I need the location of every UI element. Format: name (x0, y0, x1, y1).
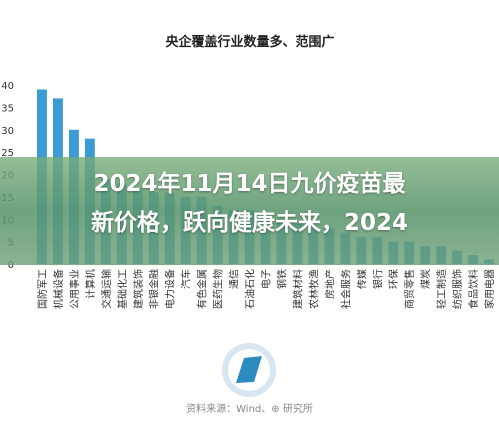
x-tick-label: 机械设备 (52, 269, 65, 309)
wind-logo (222, 343, 276, 397)
x-tick-label: 商贸零售 (403, 269, 416, 309)
x-tick-label: 非银金融 (148, 269, 161, 309)
source-note: 资料来源：Wind、⊕ 研究所 (186, 404, 313, 415)
x-tick-label: 医药生物 (212, 269, 225, 309)
y-tick-label: 40 (1, 81, 14, 92)
x-tick-label: 公用事业 (68, 269, 81, 309)
x-tick-label: 钢铁 (276, 269, 289, 289)
x-tick-label: 食品饮料 (467, 269, 480, 309)
x-tick-label: 电子 (260, 269, 273, 289)
x-tick-label: 房地产 (323, 269, 336, 299)
overlay-line-1: 2024年11月14日九价疫苗最 (93, 171, 406, 197)
x-tick-label: 银行 (371, 269, 384, 289)
overlay-headline: 2024年11月14日九价疫苗最 新价格，跃向健康未来，2024 (0, 165, 499, 243)
x-tick-label: 石油石化 (244, 269, 257, 309)
x-tick-label: 汽车 (180, 269, 193, 289)
x-tick-label: 纺织服饰 (451, 269, 464, 309)
overlay-band (0, 157, 499, 265)
x-tick-label: 基础化工 (116, 269, 129, 309)
y-tick-label: 30 (1, 126, 14, 137)
y-tick-label: 0 (8, 260, 14, 271)
x-tick-label: 建筑装饰 (132, 269, 145, 309)
x-tick-label: 煤炭 (419, 269, 432, 289)
x-tick-labels: 国防军工 机械设备 公用事业 计算机 交通运输 基础化工 建筑装饰 非银金融 电力设备 汽车 有色金… (36, 269, 496, 309)
x-tick-label: 国防军工 (36, 269, 49, 309)
y-tick-label: 25 (1, 148, 14, 159)
x-tick-label: 环保 (387, 269, 400, 289)
x-tick-label: 通信 (229, 269, 241, 289)
x-tick-label: 家用电器 (483, 269, 496, 309)
y-tick-label: 35 (1, 103, 14, 114)
logo-mark-icon (236, 356, 262, 383)
x-tick-label: 社会服务 (339, 269, 352, 309)
x-tick-label: 建筑材料 (291, 269, 304, 309)
x-tick-label: 农林牧渔 (307, 269, 320, 309)
x-tick-label: 有色金属 (196, 269, 209, 309)
overlay-line-2: 新价格，跃向健康未来，2024 (90, 210, 408, 236)
chart-title: 央企覆盖行业数量多、范围广 (165, 34, 334, 50)
x-tick-label: 交通运输 (100, 269, 113, 309)
x-tick-label: 传媒 (356, 269, 368, 289)
x-tick-label: 轻工制造 (435, 269, 448, 309)
logo-ring (222, 343, 276, 397)
x-tick-label: 计算机 (84, 269, 97, 299)
x-tick-label: 电力设备 (164, 269, 177, 309)
